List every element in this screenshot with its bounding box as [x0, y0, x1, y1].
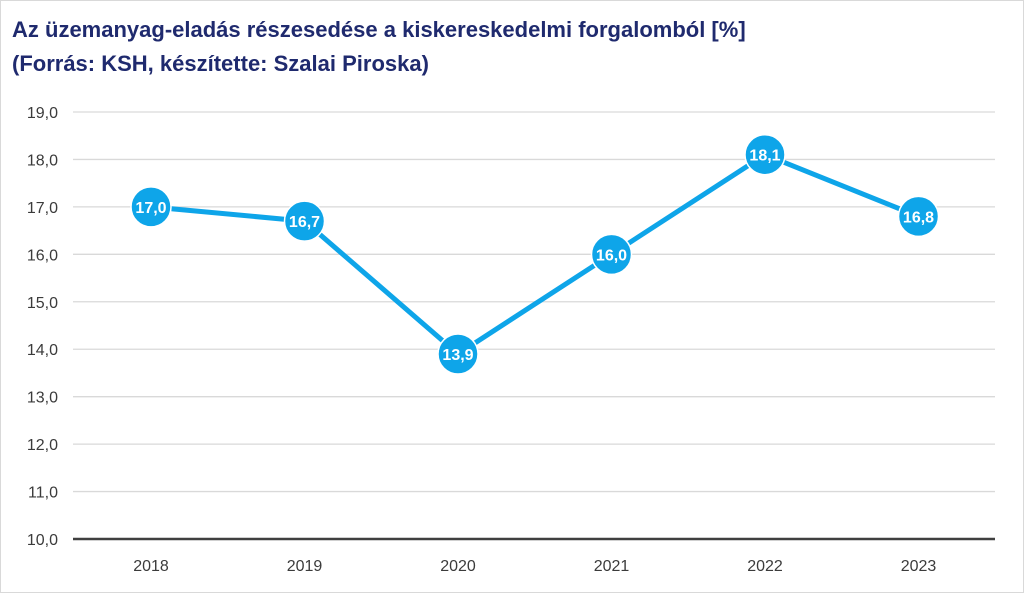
data-label: 13,9 — [442, 347, 473, 364]
x-tick-label: 2020 — [440, 558, 476, 575]
y-tick-label: 15,0 — [27, 295, 58, 312]
x-tick-label: 2022 — [747, 558, 783, 575]
chart-title: Az üzemanyag-eladás részesedése a kisker… — [12, 17, 746, 42]
series-line — [148, 152, 921, 357]
y-tick-label: 17,0 — [27, 200, 58, 217]
y-tick-label: 10,0 — [27, 532, 58, 549]
data-point — [130, 186, 172, 228]
y-tick-label: 18,0 — [27, 152, 58, 169]
data-label: 16,7 — [289, 214, 320, 231]
series-layer: 17,0 16,7 13,9 16,0 18,1 16,8 — [130, 133, 940, 375]
data-point — [897, 195, 940, 238]
x-tick-label: 2021 — [594, 558, 630, 575]
data-label: 16,0 — [596, 247, 627, 264]
data-point — [590, 233, 633, 276]
y-tick-label: 11,0 — [28, 485, 58, 502]
data-point — [744, 133, 786, 176]
data-label: 16,8 — [903, 209, 934, 226]
chart-subtitle: (Forrás: KSH, készítette: Szalai Piroska… — [12, 51, 429, 76]
y-tick-label: 14,0 — [27, 342, 58, 359]
y-tick-label: 12,0 — [27, 437, 58, 454]
y-tick-label: 13,0 — [27, 390, 58, 407]
gridlines — [73, 111, 995, 493]
x-tick-label: 2023 — [901, 558, 937, 575]
data-label: 17,0 — [135, 200, 166, 217]
axes: 10,0 11,0 12,0 13,0 14,0 15,0 16,0 17,0 18,0 19,0… — [27, 105, 995, 575]
y-tick-label: 16,0 — [27, 247, 58, 264]
data-label: 18,1 — [749, 148, 780, 165]
data-point — [437, 333, 479, 375]
x-tick-label: 2019 — [287, 558, 323, 575]
x-tick-label: 2018 — [133, 558, 169, 575]
y-tick-label: 19,0 — [27, 105, 58, 122]
data-point — [283, 200, 326, 242]
